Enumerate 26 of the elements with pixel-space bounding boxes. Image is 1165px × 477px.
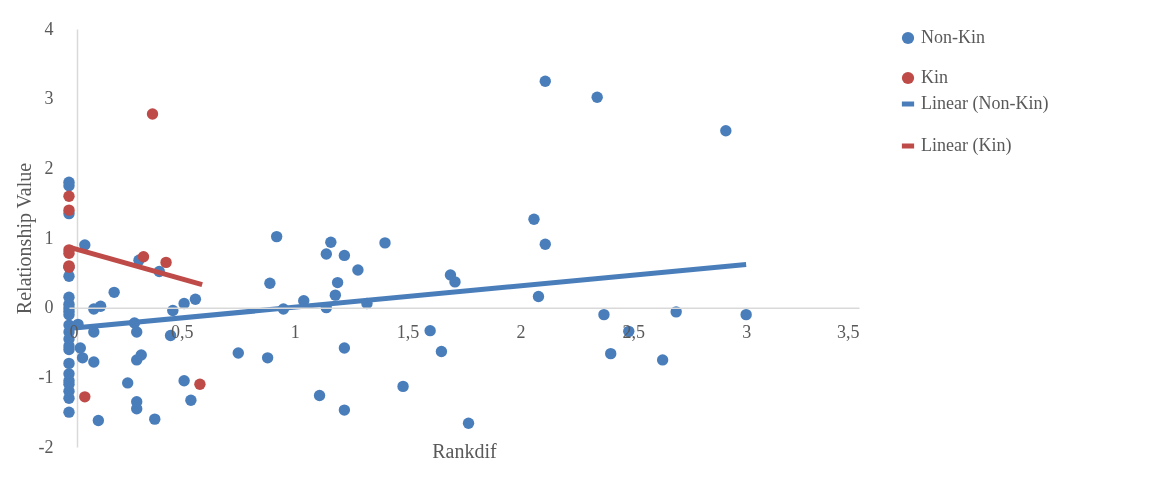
legend-label: Kin: [921, 67, 948, 87]
point: [146, 108, 159, 120]
legend-label: Linear (Non-Kin): [921, 93, 1049, 114]
legend-label: Non-Kin: [921, 27, 985, 47]
y-tick-label: 3: [44, 88, 54, 109]
x-tick-label: 0,5: [171, 322, 194, 343]
point: [79, 391, 91, 403]
point: [137, 251, 150, 263]
y-tick-label: 4: [44, 18, 54, 39]
point: [63, 190, 75, 202]
y-tick-label: 0: [44, 297, 54, 318]
x-tick-label: 1: [290, 322, 300, 343]
y-axis-title: Relationship Value: [12, 162, 36, 315]
point: [63, 204, 75, 216]
x-tick-label: 3: [742, 322, 752, 343]
x-axis-title: Rankdif: [432, 439, 498, 462]
x-tick-label: 3,5: [837, 322, 860, 343]
y-tick-label: -1: [38, 366, 54, 387]
x-tick-label: 2: [516, 322, 526, 343]
y-tick-label: -2: [38, 436, 54, 457]
point: [160, 256, 172, 269]
y-tick-label: 2: [44, 157, 54, 178]
y-tick-label: 1: [44, 227, 54, 248]
point: [194, 378, 206, 390]
x-tick-label: 1,5: [396, 322, 420, 343]
legend-label: Linear (Kin): [921, 135, 1012, 156]
